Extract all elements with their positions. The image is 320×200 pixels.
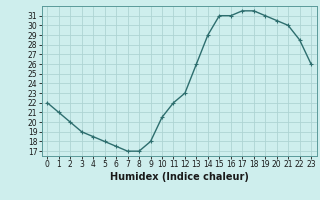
X-axis label: Humidex (Indice chaleur): Humidex (Indice chaleur) [110,172,249,182]
